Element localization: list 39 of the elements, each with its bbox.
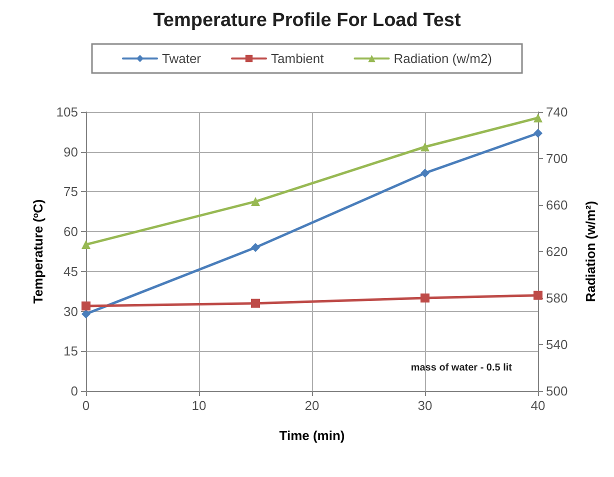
y-tick-label: 75 — [64, 184, 78, 200]
y-tick-label: 30 — [64, 304, 78, 319]
y2-tick-label: 580 — [546, 290, 568, 306]
point — [420, 294, 430, 302]
legend-label: Tambient — [271, 51, 324, 66]
y2-axis-title: Radiation (w/m²) — [583, 200, 598, 302]
point — [82, 301, 90, 310]
x-tick-label: 30 — [418, 398, 432, 413]
y2-tick-label: 500 — [546, 384, 568, 398]
y-tick-label: 15 — [64, 344, 78, 359]
point — [251, 197, 260, 206]
point — [420, 168, 430, 178]
x-tick-label: 0 — [82, 398, 90, 413]
point — [251, 298, 260, 308]
y2-tick-label: 620 — [546, 244, 568, 259]
y-tick-label: 45 — [64, 264, 78, 279]
x-tick-label: 20 — [304, 398, 320, 413]
point — [82, 309, 90, 318]
y-tick-label: 60 — [64, 224, 78, 240]
x-tick-label: 10 — [192, 398, 206, 413]
legend-label: Twater — [162, 51, 202, 66]
y-axis-title: Temperature (oC) — [30, 199, 46, 304]
y-tick-label: 90 — [64, 144, 78, 160]
y-tick-label: 0 — [70, 384, 78, 398]
y2-tick-label: 700 — [546, 151, 568, 166]
chart-title: Temperature Profile For Load Test — [153, 10, 462, 31]
point — [534, 290, 542, 300]
y2-tick-label: 660 — [546, 198, 568, 212]
y2-tick-label: 540 — [546, 337, 568, 352]
legend-label: Radiation (w/m2) — [394, 51, 492, 66]
point — [82, 240, 90, 250]
annotation: mass of water - 0.5 lit — [410, 362, 513, 374]
y-tick-label: 105 — [56, 104, 78, 120]
x-axis-title: Time (min) — [279, 428, 345, 443]
point — [534, 128, 542, 138]
point — [420, 142, 430, 152]
point — [251, 243, 260, 252]
y2-tick-label: 740 — [546, 104, 568, 120]
x-tick-label: 40 — [530, 398, 546, 413]
